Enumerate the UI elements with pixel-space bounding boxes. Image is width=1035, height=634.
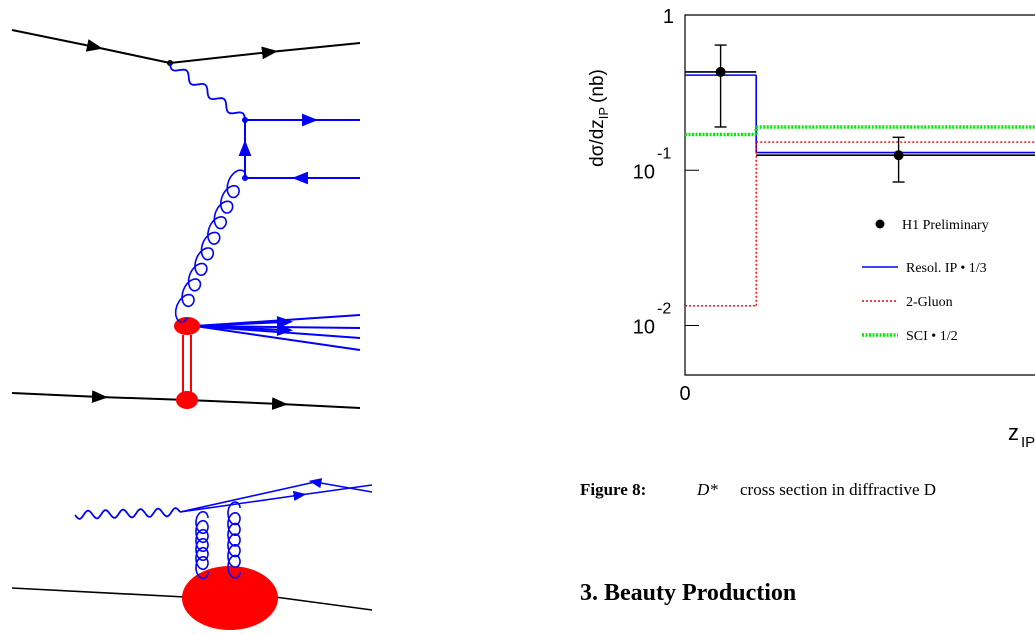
- photon-line: [74, 507, 181, 520]
- section-title: 3. Beauty Production: [580, 580, 796, 606]
- diagram-label: p: [6, 610, 17, 630]
- y-tick-label: 1: [663, 6, 674, 28]
- caption: Figure 8: D* cross section in diffractiv…: [580, 480, 936, 499]
- caption-text: cross section in diffractive D: [740, 480, 936, 499]
- legend-marker: [875, 219, 885, 229]
- photon-line: [169, 62, 246, 121]
- x-tick-label: 0: [679, 383, 690, 405]
- y-tick-label: 10: [633, 161, 655, 183]
- diagram-label: γ: [262, 81, 270, 101]
- y-axis-label-sub: IP: [596, 107, 611, 119]
- legend-label: 2-Gluon: [906, 295, 953, 310]
- legend-label: SCI • 1/2: [906, 329, 958, 344]
- y-tick-label: 10: [633, 317, 655, 339]
- diagram-label: c: [381, 458, 389, 478]
- x-axis-label-sub: IP: [1021, 434, 1035, 451]
- diagram-label: p: [6, 402, 17, 422]
- caption-label: Figure 8:: [580, 480, 646, 499]
- y-tick-exponent: -2: [657, 301, 671, 318]
- data-point: [893, 150, 904, 161]
- diagram-label: c: [345, 88, 353, 108]
- diagram-label: p′: [343, 402, 359, 422]
- diagram-label: g: [165, 176, 174, 196]
- data-point: [715, 66, 726, 77]
- gluon-line: [227, 501, 241, 579]
- x-axis-label: z: [1008, 420, 1019, 445]
- diagram-label: c̄: [345, 146, 354, 166]
- legend-label: Resol. IP • 1/3: [906, 261, 987, 276]
- diagram-label: γ: [25, 504, 33, 524]
- caption-symbol: D*: [696, 480, 718, 499]
- diagram-label: e′: [345, 39, 358, 59]
- y-axis-label-unit: (nb): [587, 69, 608, 103]
- plot-frame: [684, 14, 1035, 376]
- y-axis-label-main: dσ/dz: [587, 119, 608, 167]
- diagram-label: e: [8, 39, 16, 59]
- feynman-diagram-2: γ c c̄ p p′: [6, 458, 390, 630]
- diagram-label: p′: [364, 610, 380, 630]
- feynman-diagram-1: e e′ γ c c̄ g p p′: [6, 29, 361, 422]
- diagram-label: c̄: [381, 496, 390, 516]
- gluon-line: [174, 169, 247, 323]
- gluon-line: [195, 510, 209, 580]
- legend-label: H1 Preliminary: [902, 218, 989, 233]
- y-axis-label: dσ/dzIP (nb): [587, 69, 611, 167]
- y-tick-exponent: -1: [657, 145, 671, 162]
